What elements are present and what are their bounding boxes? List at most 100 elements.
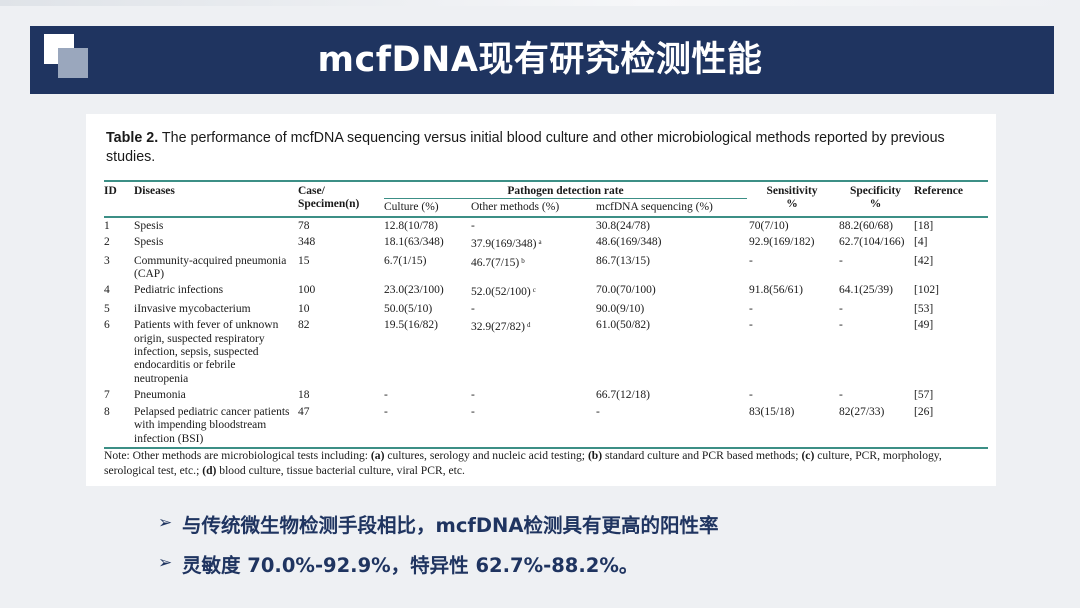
cell-id: 3	[104, 254, 110, 267]
cell-id: 8	[104, 405, 110, 418]
cell-culture: -	[384, 389, 388, 402]
table-wrapper: ID Diseases Case/Specimen(n) Pathogen de…	[104, 180, 988, 449]
cell-reference: [102]	[914, 284, 939, 297]
cell-sensitivity: -	[749, 302, 753, 315]
cell-other-methods: -	[471, 405, 475, 418]
cell-case: 78	[298, 219, 310, 232]
cell-disease: Pneumonia	[134, 389, 186, 402]
cell-specificity: -	[839, 254, 843, 267]
cell-mcfdna: 61.0(50/82)	[596, 319, 650, 332]
table-caption: Table 2. The performance of mcfDNA seque…	[106, 129, 996, 167]
cell-id: 4	[104, 284, 110, 297]
cell-other-methods: -	[471, 389, 475, 402]
cell-other-methods: 52.0(52/100) c	[471, 286, 536, 299]
footnote-marker: b	[521, 256, 525, 265]
table-row: 6 Patients with fever of unknown origin, …	[104, 317, 988, 387]
cell-other-methods: -	[471, 302, 475, 315]
header-reference: Reference	[914, 185, 963, 197]
cell-other-methods: 32.9(27/82) d	[471, 321, 531, 334]
footnote-marker: d	[526, 321, 531, 330]
cell-disease: Pelapsed pediatric cancer patients with …	[134, 405, 290, 445]
header-other-methods: Other methods (%)	[471, 201, 560, 214]
footnote-marker: c	[532, 286, 536, 295]
cell-specificity: -	[839, 319, 843, 332]
cell-case: 18	[298, 389, 310, 402]
cell-culture: -	[384, 405, 388, 418]
cell-mcfdna: 86.7(13/15)	[596, 254, 650, 267]
table-row: 8 Pelapsed pediatric cancer patients with…	[104, 404, 988, 448]
cell-specificity: 88.2(60/68)	[839, 219, 893, 232]
logo-squares-icon	[44, 34, 88, 78]
table-row: 7 Pneumonia 18 - - 66.7(12/18) - - [57]	[104, 387, 988, 403]
cell-case: 348	[298, 236, 316, 249]
cell-case: 15	[298, 254, 310, 267]
cell-sensitivity: -	[749, 319, 753, 332]
cell-sensitivity: 70(7/10)	[749, 219, 789, 232]
cell-disease: Spesis	[134, 236, 164, 249]
cell-culture: 18.1(63/348)	[384, 236, 444, 249]
cell-case: 100	[298, 284, 316, 297]
cell-reference: [4]	[914, 236, 928, 249]
header-case: Case/Specimen(n)	[298, 185, 360, 211]
cell-mcfdna: 30.8(24/78)	[596, 219, 650, 232]
cell-specificity: -	[839, 302, 843, 315]
caption-text: The performance of mcfDNA sequencing ver…	[106, 130, 945, 165]
table-row: 2 Spesis 348 18.1(63/348) 37.9(169/348) a 48.6…	[104, 234, 988, 252]
header-mcfdna: mcfDNA sequencing (%)	[596, 201, 713, 214]
cell-mcfdna: 70.0(70/100)	[596, 284, 656, 297]
cell-disease: Spesis	[134, 219, 164, 232]
caption-label: Table 2.	[106, 130, 159, 146]
cell-id: 6	[104, 319, 110, 332]
cell-case: 47	[298, 405, 310, 418]
cell-specificity: 64.1(25/39)	[839, 284, 893, 297]
table-row: 1 Spesis 78 12.8(10/78) - 30.8(24/78) 70(7/10)…	[104, 217, 988, 234]
cell-sensitivity: 92.9(169/182)	[749, 236, 815, 249]
cell-mcfdna: -	[596, 405, 600, 418]
cell-case: 10	[298, 302, 310, 315]
cell-reference: [53]	[914, 302, 934, 315]
cell-other-methods: 46.7(7/15) b	[471, 256, 525, 269]
cell-reference: [42]	[914, 254, 934, 267]
arrow-bullet-icon: ➢	[158, 513, 173, 533]
cell-reference: [57]	[914, 389, 934, 402]
table-row: 4 Pediatric infections 100 23.0(23/100) 52.0…	[104, 282, 988, 300]
cell-sensitivity: -	[749, 389, 753, 402]
cell-id: 7	[104, 389, 110, 402]
table-note: Note: Other methods are microbiological …	[104, 449, 942, 477]
cell-culture: 19.5(16/82)	[384, 319, 438, 332]
cell-id: 2	[104, 236, 110, 249]
cell-mcfdna: 48.6(169/348)	[596, 236, 662, 249]
bullet-positive-rate: ➢ 与传统微生物检测手段相比，mcfDNA检测具有更高的阳性率	[158, 506, 958, 540]
table-row: 3 Community-acquired pneumonia (CAP) 15 6.7…	[104, 253, 988, 283]
summary-bullets: ➢ 与传统微生物检测手段相比，mcfDNA检测具有更高的阳性率 ➢ 灵敏度 70…	[158, 506, 958, 586]
bullet-text: 灵敏度 70.0%-92.9%，特异性 62.7%-88.2%。	[182, 553, 639, 577]
cell-reference: [18]	[914, 219, 934, 232]
bullet-sensitivity-specificity: ➢ 灵敏度 70.0%-92.9%，特异性 62.7%-88.2%。	[158, 546, 958, 580]
cell-case: 82	[298, 319, 310, 332]
cell-id: 5	[104, 302, 110, 315]
header-diseases: Diseases	[134, 185, 175, 197]
slide-title: mcfDNA现有研究检测性能	[317, 40, 763, 80]
performance-table: ID Diseases Case/Specimen(n) Pathogen de…	[104, 180, 988, 449]
cell-reference: [49]	[914, 319, 934, 332]
cell-disease: Pediatric infections	[134, 284, 224, 297]
cell-sensitivity: -	[749, 254, 753, 267]
cell-mcfdna: 66.7(12/18)	[596, 389, 650, 402]
cell-other-methods: 37.9(169/348) a	[471, 238, 542, 251]
cell-culture: 6.7(1/15)	[384, 254, 427, 267]
cell-disease: iInvasive mycobacterium	[134, 302, 251, 315]
table-figure: Table 2. The performance of mcfDNA seque…	[86, 114, 996, 486]
header-detection-rate: Pathogen detection rate	[384, 181, 747, 200]
cell-culture: 23.0(23/100)	[384, 284, 444, 297]
header-specificity: Specificity%	[849, 185, 902, 211]
header-culture: Culture (%)	[384, 201, 439, 214]
logo-square-back	[58, 48, 88, 78]
cell-disease: Community-acquired pneumonia (CAP)	[134, 254, 287, 281]
cell-culture: 12.8(10/78)	[384, 219, 438, 232]
cell-specificity: 62.7(104/166)	[839, 236, 905, 249]
cell-specificity: 82(27/33)	[839, 405, 885, 418]
cell-mcfdna: 90.0(9/10)	[596, 302, 645, 315]
footnote-marker: a	[538, 238, 542, 247]
header-sensitivity: Sensitivity%	[766, 185, 818, 211]
bullet-text: 与传统微生物检测手段相比，mcfDNA检测具有更高的阳性率	[182, 513, 719, 537]
